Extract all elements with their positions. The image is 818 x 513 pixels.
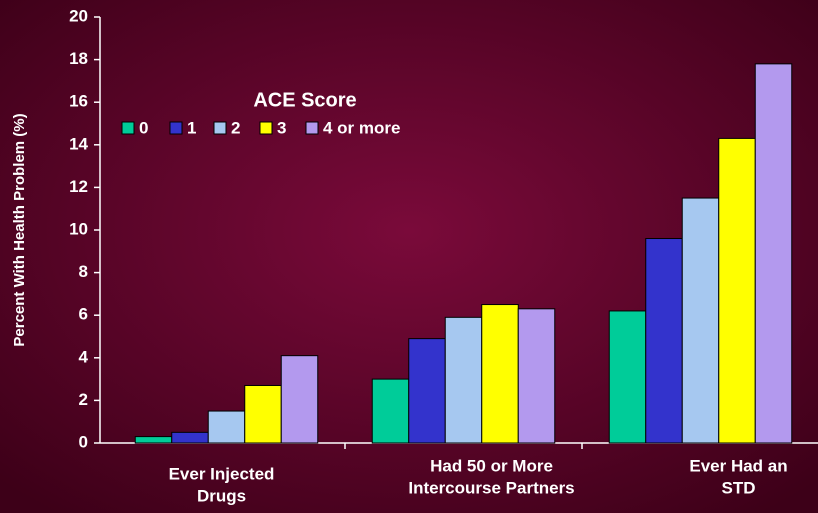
legend-label: 2 xyxy=(231,118,240,137)
legend-swatch xyxy=(305,121,319,135)
bar xyxy=(608,310,647,444)
y-tick-label: 0 xyxy=(79,432,88,451)
legend-label: 4 or more xyxy=(323,118,400,137)
y-tick-label: 18 xyxy=(69,49,88,68)
x-tick-label: Ever Injected xyxy=(169,464,275,483)
legend-label: 1 xyxy=(187,118,196,137)
x-tick-label: Had 50 or More xyxy=(430,456,553,475)
x-tick-label: Intercourse Partners xyxy=(408,478,574,497)
y-tick-label: 4 xyxy=(79,347,89,366)
bar xyxy=(207,410,246,444)
bar xyxy=(681,197,720,444)
bar xyxy=(171,431,209,444)
bar xyxy=(371,378,410,444)
y-tick-label: 12 xyxy=(69,177,88,196)
y-tick-label: 2 xyxy=(79,390,88,409)
y-tick-label: 8 xyxy=(79,262,88,281)
legend-label: 0 xyxy=(139,118,148,137)
bar xyxy=(444,316,483,444)
bar xyxy=(134,436,173,444)
bar xyxy=(481,304,519,444)
x-tick-label: STD xyxy=(722,478,756,497)
bar xyxy=(754,63,793,444)
bar xyxy=(244,384,282,444)
legend-swatch xyxy=(213,121,227,135)
y-tick-label: 16 xyxy=(69,92,88,111)
legend-swatch xyxy=(259,121,273,135)
y-tick-label: 10 xyxy=(69,219,88,238)
y-tick-label: 6 xyxy=(79,305,88,324)
x-tick-label: Drugs xyxy=(197,486,246,505)
legend-title: ACE Score xyxy=(253,89,356,111)
bar xyxy=(645,238,683,444)
bar xyxy=(280,355,319,444)
bar xyxy=(517,308,556,444)
y-tick-label: 14 xyxy=(69,134,88,153)
bar xyxy=(718,137,756,444)
y-axis-label: Percent With Health Problem (%) xyxy=(11,113,28,346)
x-tick-label: Ever Had an xyxy=(689,456,787,475)
bar xyxy=(408,338,446,444)
legend-swatch xyxy=(169,121,183,135)
y-tick-label: 20 xyxy=(69,6,88,25)
legend-swatch xyxy=(121,121,135,135)
legend-label: 3 xyxy=(277,118,286,137)
